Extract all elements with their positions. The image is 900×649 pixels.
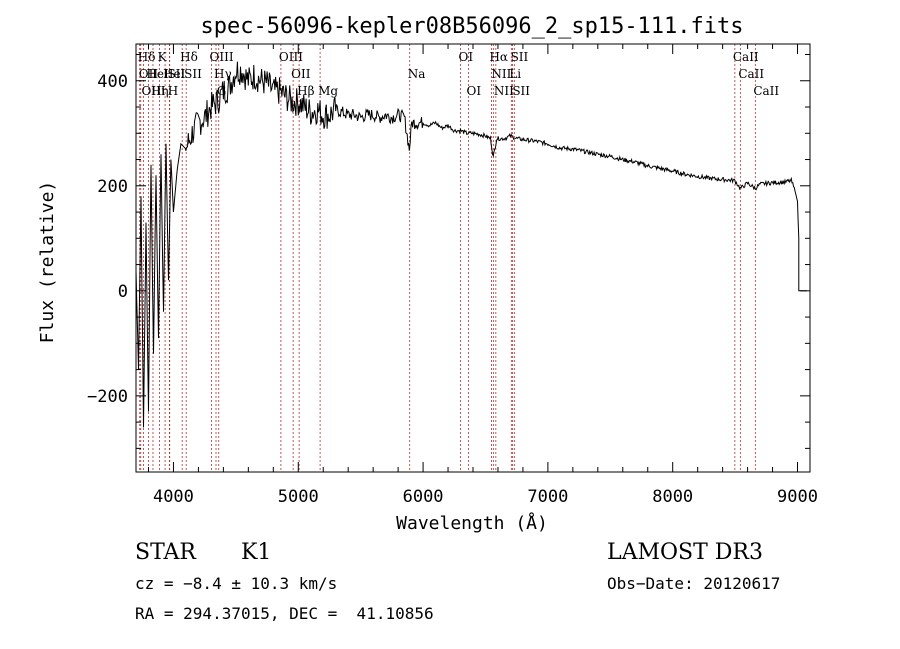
line-label-14: OIII — [279, 50, 303, 64]
emission-line-labels: HδOIIOIIIHeIHηKHeISIIHHδSIIOIIIHγGOIIIOI… — [138, 50, 780, 98]
line-label-3: HeI — [146, 67, 169, 81]
x-tick-label-4000: 4000 — [153, 487, 194, 507]
line-label-11: OIII — [210, 50, 234, 64]
line-label-16: Hβ — [297, 84, 314, 98]
line-label-29: CaII — [753, 84, 779, 98]
line-label-13: G — [217, 84, 227, 98]
line-label-20: OI — [467, 84, 482, 98]
survey-name: LAMOST DR3 — [607, 540, 763, 565]
line-label-26: SII — [512, 84, 530, 98]
line-label-8: H — [168, 84, 178, 98]
line-label-25: Li — [509, 67, 521, 81]
sky-coordinates: RA = 294.37015, DEC = 41.10856 — [135, 604, 434, 623]
y-tick-label-400: 400 — [97, 72, 128, 92]
x-axis-ticks: 4000 5000 6000 7000 8000 9000 — [147, 44, 818, 507]
line-label-10: SII — [184, 67, 202, 81]
line-label-19: OI — [459, 50, 474, 64]
chart-title: spec-56096-kepler08B56096_2_sp15-111.fit… — [200, 14, 743, 39]
line-label-12: Hγ — [214, 67, 232, 81]
observation-date: Obs−Date: 20120617 — [607, 574, 781, 593]
y-tick-label--200: −200 — [87, 387, 128, 407]
line-label-6: HeI — [163, 67, 186, 81]
line-label-24: SII — [511, 50, 529, 64]
x-tick-label-9000: 9000 — [777, 487, 818, 507]
line-label-21: Hα — [489, 50, 508, 64]
x-axis-label: Wavelength (Å) — [396, 512, 548, 534]
redshift-velocity: cz = −8.4 ± 10.3 km/s — [135, 574, 338, 593]
line-label-0: Hδ — [138, 50, 156, 64]
line-label-1: OII — [139, 67, 159, 81]
y-tick-label-200: 200 — [97, 177, 128, 197]
line-label-22: NII — [491, 67, 511, 81]
x-tick-label-8000: 8000 — [652, 487, 693, 507]
line-label-9: Hδ — [180, 50, 198, 64]
x-tick-label-5000: 5000 — [278, 487, 319, 507]
y-tick-label-0: 0 — [118, 282, 128, 302]
x-tick-label-6000: 6000 — [403, 487, 444, 507]
line-label-5: K — [158, 50, 168, 64]
line-label-28: CaII — [738, 67, 764, 81]
x-tick-label-7000: 7000 — [527, 487, 568, 507]
line-label-27: CaII — [733, 50, 759, 64]
plot-frame — [135, 43, 811, 473]
emission-line-markers — [139, 44, 756, 472]
line-label-23: NII — [494, 84, 514, 98]
line-label-7: SII — [167, 67, 185, 81]
y-axis-label: Flux (relative) — [37, 181, 58, 344]
line-label-17: Mg — [318, 84, 338, 98]
line-label-2: OIII — [141, 84, 165, 98]
object-class: STAR — [135, 540, 196, 565]
line-label-15: OII — [291, 67, 311, 81]
line-label-18: Na — [408, 67, 426, 81]
spectrum-line — [135, 61, 807, 428]
spectral-subclass: K1 — [241, 540, 272, 565]
line-label-4: Hη — [151, 84, 169, 98]
y-axis-ticks: −200 0 200 400 — [87, 54, 810, 449]
